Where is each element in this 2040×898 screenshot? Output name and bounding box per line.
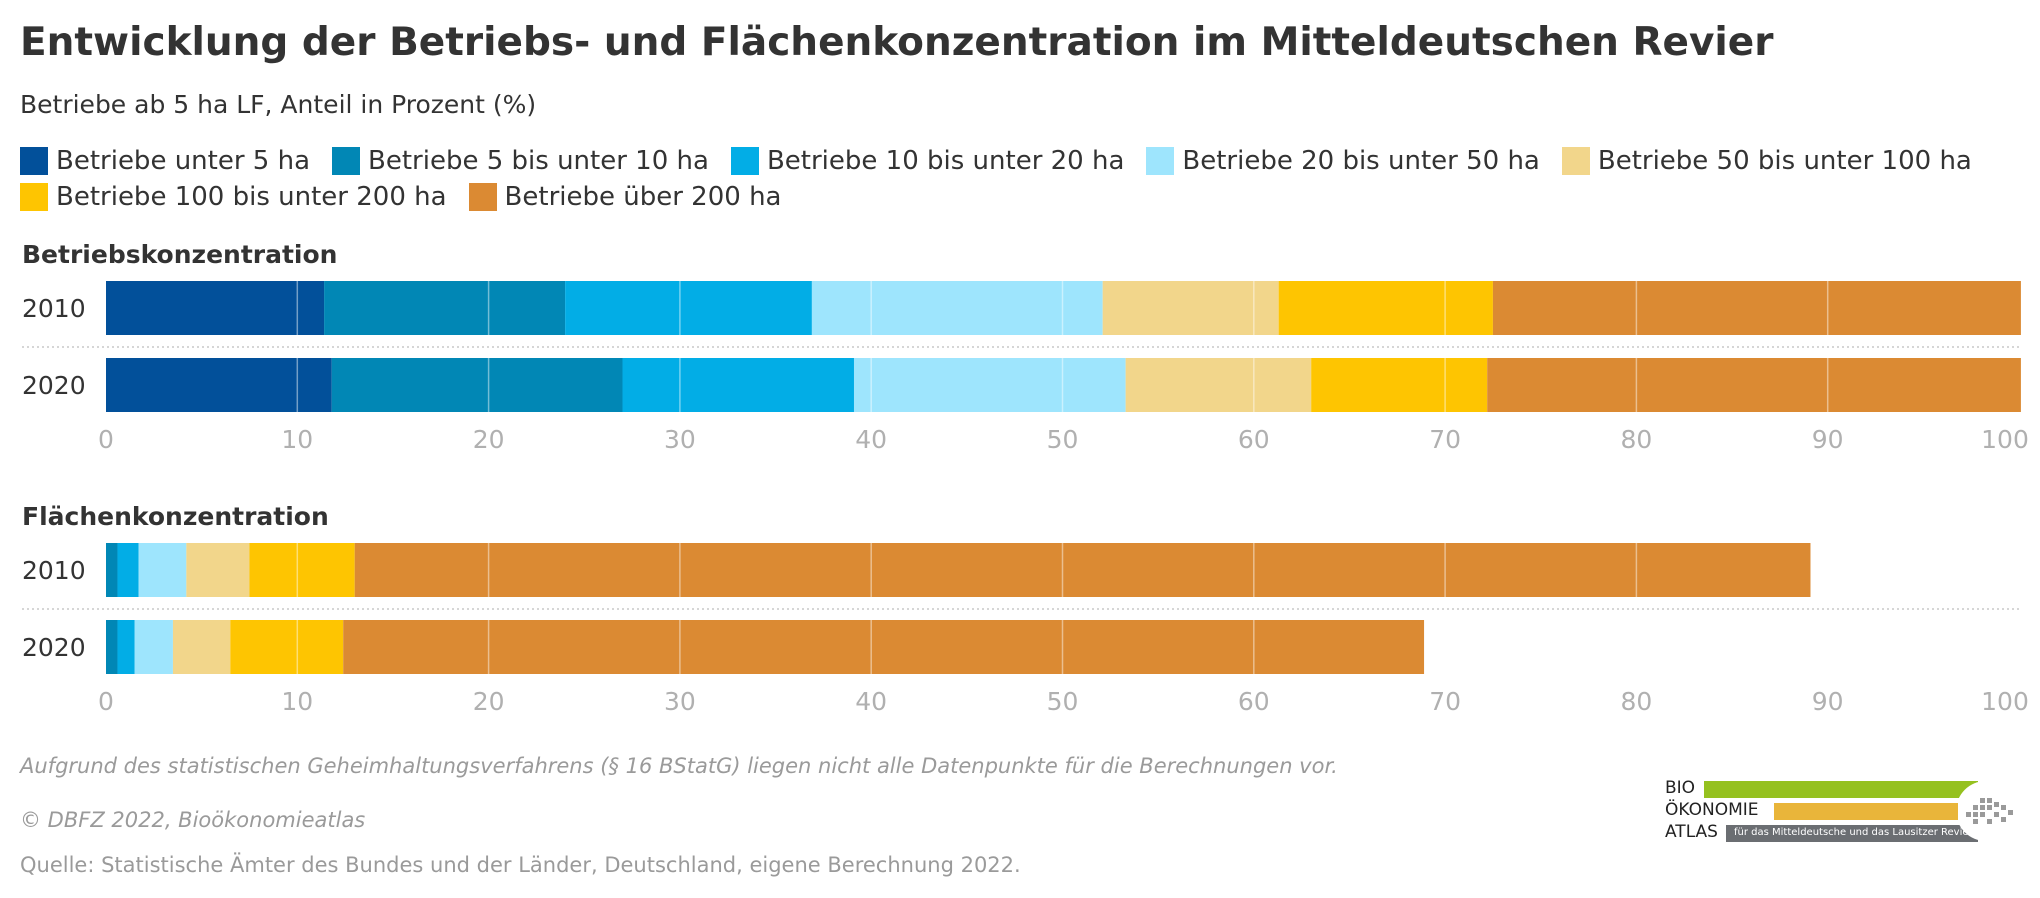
tick-label: 40 (855, 687, 887, 716)
tick-label: 100 (1981, 687, 2029, 716)
tick-label: 50 (1047, 687, 1079, 716)
tick-label: 20 (473, 687, 505, 716)
logo-text-line3: ATLAS (1665, 822, 1718, 842)
copyright: © DBFZ 2022, Bioökonomieatlas (20, 808, 366, 832)
source: Quelle: Statistische Ämter des Bundes un… (20, 853, 1021, 877)
bar-segment (138, 543, 187, 597)
bar-segment (1311, 358, 1488, 412)
logo-text-line2: ÖKONOMIE (1665, 800, 1759, 820)
footnote: Aufgrund des statistischen Geheimhaltung… (20, 754, 1338, 778)
legend-item-100-200: Betriebe 100 bis unter 200 ha (20, 179, 447, 215)
bar-segment (134, 620, 173, 674)
legend-swatch (1561, 147, 1590, 175)
legend-item-10-20: Betriebe 10 bis unter 20 ha (730, 143, 1125, 179)
tick-label: 70 (1429, 425, 1461, 454)
bar-segment (853, 358, 1126, 412)
chart-2: 2010 2020 0 10 20 30 40 50 60 70 80 90 100 (22, 543, 2029, 716)
bar-segment (230, 620, 344, 674)
legend-swatch (20, 183, 48, 211)
tick-label: 100 (1981, 425, 2029, 454)
bar-segment (1492, 281, 2021, 335)
tick-label: 50 (1047, 425, 1079, 454)
tick-label: 60 (1238, 687, 1270, 716)
tick-label: 0 (98, 425, 114, 454)
bar-segment (1278, 281, 1493, 335)
legend-row-2: Betriebe 100 bis unter 200 ha Betriebe ü… (20, 179, 2020, 215)
logo-green-bar (1704, 781, 1978, 798)
legend-item-ueber-200: Betriebe über 200 ha (468, 179, 782, 215)
section-title-betriebskonzentration: Betriebskonzentration (22, 240, 338, 269)
legend-swatch (730, 147, 759, 175)
tick-label: 20 (473, 425, 505, 454)
legend-label: Betriebe 20 bis unter 50 ha (1182, 146, 1540, 176)
bar-segment (343, 620, 1425, 674)
bar-segment (117, 620, 135, 674)
legend: Betriebe unter 5 ha Betriebe 5 bis unter… (20, 143, 2020, 215)
bar-segment (811, 281, 1103, 335)
chart-subtitle: Betriebe ab 5 ha LF, Anteil in Prozent (… (20, 90, 537, 119)
logo-gray-bar: für das Mitteldeutsche und das Lausitzer… (1726, 825, 1978, 842)
tick-label: 40 (855, 425, 887, 454)
bar-segment (249, 543, 355, 597)
legend-label: Betriebe über 200 ha (504, 182, 782, 212)
logo-text-line1: BIO (1665, 778, 1696, 798)
tick-label: 70 (1429, 687, 1461, 716)
legend-label: Betriebe unter 5 ha (56, 146, 311, 176)
bar-segment (106, 358, 332, 412)
chart-1: 2010 2020 0 10 20 30 40 50 60 70 80 90 100 (22, 281, 2029, 454)
bar-segment (106, 620, 118, 674)
tick-label: 80 (1620, 687, 1652, 716)
tick-label: 60 (1238, 425, 1270, 454)
legend-item-5-10: Betriebe 5 bis unter 10 ha (332, 143, 709, 179)
bar-segment (117, 543, 139, 597)
legend-swatch (468, 183, 497, 211)
category-label: 2010 (22, 294, 86, 323)
bar-segment (354, 543, 1811, 597)
legend-row-1: Betriebe unter 5 ha Betriebe 5 bis unter… (20, 143, 2020, 179)
bar-segment (1125, 358, 1312, 412)
bar-segment (1487, 358, 2021, 412)
bioeconomy-atlas-logo: BIO ÖKONOMIE ATLAS für das Mitteldeutsch… (1662, 778, 2022, 844)
legend-item-20-50: Betriebe 20 bis unter 50 ha (1146, 143, 1540, 179)
legend-swatch (20, 147, 48, 175)
legend-label: Betriebe 100 bis unter 200 ha (56, 182, 447, 212)
tick-label: 90 (1812, 687, 1844, 716)
legend-swatch (332, 147, 361, 175)
legend-swatch (1146, 147, 1175, 175)
legend-item-50-100: Betriebe 50 bis unter 100 ha (1561, 143, 1972, 179)
bar-segment (324, 281, 566, 335)
tick-label: 10 (281, 687, 313, 716)
bar-segment (565, 281, 812, 335)
tick-label: 80 (1620, 425, 1652, 454)
bar-segment (1102, 281, 1279, 335)
logo-tagline: für das Mitteldeutsche und das Lausitzer… (1734, 827, 1973, 838)
bar-segment (172, 620, 231, 674)
logo-yellow-bar (1774, 803, 1978, 820)
category-label: 2010 (22, 556, 86, 585)
tick-label: 90 (1812, 425, 1844, 454)
legend-item-unter-5: Betriebe unter 5 ha (20, 143, 310, 179)
legend-label: Betriebe 50 bis unter 100 ha (1597, 146, 1972, 176)
legend-label: Betriebe 5 bis unter 10 ha (368, 146, 709, 176)
bar-segment (106, 281, 325, 335)
bar-segment (331, 358, 623, 412)
legend-label: Betriebe 10 bis unter 20 ha (766, 146, 1125, 176)
bar-segment (106, 543, 118, 597)
bar-segment (186, 543, 250, 597)
tick-label: 30 (664, 687, 696, 716)
tick-label: 30 (664, 425, 696, 454)
bar-segment (622, 358, 854, 412)
category-label: 2020 (22, 633, 86, 662)
category-label: 2020 (22, 371, 86, 400)
tick-label: 0 (98, 687, 114, 716)
section-title-flaechenkonzentration: Flächenkonzentration (22, 502, 329, 531)
tick-label: 10 (281, 425, 313, 454)
chart-title: Entwicklung der Betriebs- und Flächenkon… (20, 20, 1774, 65)
map-icon (1958, 781, 2016, 841)
